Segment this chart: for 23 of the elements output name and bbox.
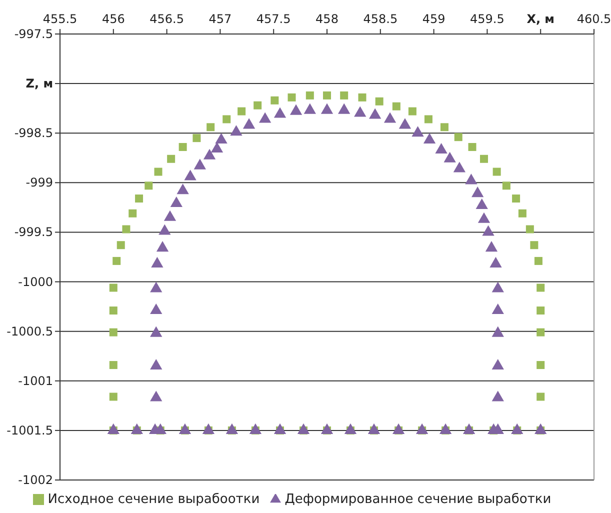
- y-tick-label: -1002: [18, 473, 53, 487]
- y-tick-label: -1001.5: [6, 423, 53, 438]
- x-tick-label: 455.5: [42, 12, 78, 26]
- x-tick-label: 459: [422, 12, 446, 26]
- y-tick-label: -999.5: [14, 225, 53, 240]
- x-tick-label: 457.5: [256, 12, 291, 26]
- y-tick-label: -1000: [18, 274, 53, 289]
- x-tick-label: 456.5: [150, 12, 184, 26]
- x-tick-label: X, м: [526, 12, 554, 26]
- x-tick-label: 459.5: [470, 12, 504, 26]
- x-tick-label: 456: [102, 12, 125, 26]
- legend-label: Деформированное сечение выработки: [284, 492, 552, 507]
- y-tick-label: -1000.5: [6, 324, 53, 338]
- y-tick-label: -997.5: [14, 27, 53, 41]
- x-tick-label: 457: [208, 12, 232, 26]
- legend-label: Исходное сечение вырабоотки: [48, 492, 260, 507]
- y-tick-label: -1001: [18, 374, 53, 388]
- x-tick-label: 460.5: [576, 12, 611, 26]
- x-tick-label: 458: [316, 12, 338, 26]
- y-tick-label: Z, м: [26, 76, 53, 91]
- y-tick-label: -999: [26, 176, 53, 190]
- x-tick-label: 458.5: [363, 12, 398, 26]
- y-tick-label: -998.5: [14, 126, 53, 140]
